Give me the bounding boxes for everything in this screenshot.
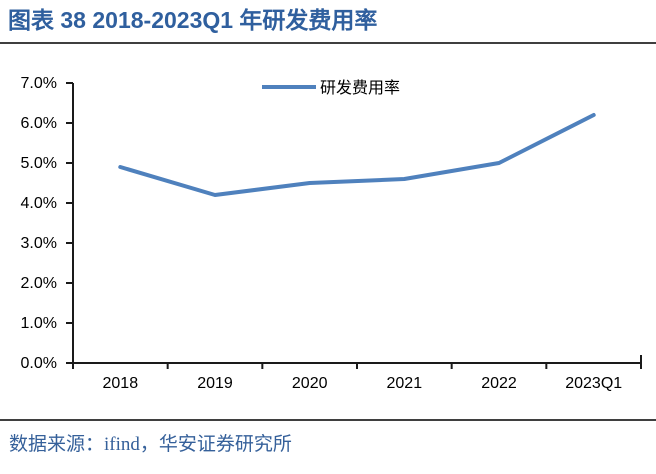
y-tick-label: 2.0% (21, 275, 57, 292)
x-tick-label: 2019 (197, 375, 233, 392)
axis-frame (72, 83, 642, 364)
x-tick-label: 2020 (292, 375, 328, 392)
x-tick-label: 2022 (481, 375, 517, 392)
axes (66, 82, 642, 369)
x-tick-label: 2021 (387, 375, 423, 392)
data-source-note: 数据来源：ifind，华安证券研究所 (9, 434, 292, 455)
source-separator-line (0, 419, 656, 421)
x-axis-tick-labels: 2018 2019 2020 2021 2022 2023Q1 (103, 375, 623, 392)
y-tick-label: 1.0% (21, 315, 57, 332)
y-tick-label: 6.0% (21, 115, 57, 132)
x-tick-label: 2023Q1 (565, 375, 622, 392)
figure-title: 图表 38 2018-2023Q1 年研发费用率 (8, 7, 378, 33)
y-axis-tick-labels: 0.0% 1.0% 2.0% 3.0% 4.0% 5.0% 6.0% 7.0% (21, 75, 57, 372)
x-tick-label: 2018 (103, 375, 139, 392)
legend-series-label: 研发费用率 (320, 79, 400, 97)
y-tick-label: 7.0% (21, 75, 57, 92)
y-tick-label: 4.0% (21, 195, 57, 212)
y-tick-label: 3.0% (21, 235, 57, 252)
y-tick-label: 0.0% (21, 355, 57, 372)
chart-legend: 研发费用率 (262, 79, 400, 97)
title-separator-line (0, 42, 656, 44)
series-line (118, 113, 596, 197)
y-tick-label: 5.0% (21, 155, 57, 172)
